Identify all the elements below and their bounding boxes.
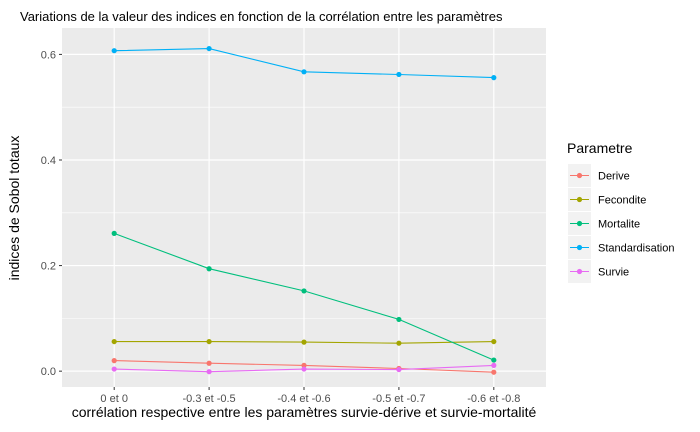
data-point — [111, 338, 117, 345]
data-point — [491, 369, 497, 375]
y-tick-label: 0.2 — [41, 261, 56, 273]
data-point — [206, 338, 212, 345]
series-fecondite — [111, 338, 497, 346]
legend-item-standardisation: Standardisation — [568, 236, 674, 259]
legend-item-derive: Derive — [568, 164, 630, 187]
data-point — [396, 316, 402, 323]
legend-item-survie: Survie — [568, 260, 629, 283]
series-standardisation — [111, 45, 497, 81]
x-tick-label: 0 et 0 — [100, 393, 128, 405]
x-axis-ticks: 0 et 0 -0.3 et -0.5 -0.4 et -0.6 -0.5 et -0… — [100, 387, 520, 405]
x-tick-label: -0.5 et -0.7 — [372, 393, 425, 405]
legend-title: Parametre — [567, 140, 633, 156]
legend-items: Derive Fecondite Mortalite Standardisation S… — [568, 164, 674, 283]
data-point — [396, 71, 402, 78]
legend-label: Fecondite — [598, 195, 646, 207]
data-point — [301, 288, 307, 294]
x-tick-label: -0.6 et -0.8 — [467, 393, 520, 405]
series-derive — [111, 358, 497, 375]
series-survie — [111, 362, 497, 375]
legend-label: Standardisation — [598, 243, 674, 255]
legend-item-mortalite: Mortalite — [568, 212, 640, 235]
legend-label: Mortalite — [598, 219, 640, 231]
x-axis-title: corrélation respective entre les paramèt… — [72, 404, 537, 420]
data-point — [206, 266, 212, 272]
legend: Parametre Derive Fecondite Mortalite Standa… — [567, 140, 674, 283]
legend-key-point — [576, 220, 583, 227]
data-point — [301, 362, 307, 368]
data-point — [111, 48, 117, 54]
data-point — [491, 362, 497, 368]
legend-key-point — [576, 196, 583, 203]
data-point — [396, 340, 402, 346]
data-point — [301, 69, 307, 75]
data-point — [206, 369, 212, 375]
data-point — [491, 75, 497, 81]
data-point — [206, 360, 212, 366]
data-point — [206, 45, 212, 52]
y-tick-label: 0.6 — [41, 49, 56, 61]
y-axis-title: indices de Sobol totaux — [6, 136, 22, 281]
y-tick-label: 0.4 — [41, 155, 56, 167]
x-tick-label: -0.4 et -0.6 — [277, 393, 330, 405]
data-point — [491, 357, 497, 363]
data-point — [111, 366, 117, 372]
series-layer — [111, 45, 497, 375]
data-point — [301, 366, 307, 372]
legend-label: Survie — [598, 267, 629, 279]
data-point — [491, 338, 497, 345]
series-mortalite — [111, 230, 497, 363]
data-point — [396, 366, 402, 373]
legend-key-point — [576, 172, 583, 179]
grid-major — [62, 28, 546, 387]
legend-key-point — [576, 244, 583, 251]
legend-label: Derive — [598, 171, 630, 183]
legend-key-point — [576, 268, 583, 275]
data-point — [111, 358, 117, 364]
x-tick-label: -0.3 et -0.5 — [182, 393, 235, 405]
data-point — [111, 230, 117, 236]
data-point — [301, 339, 307, 345]
chart-title: Variations de la valeur des indices en f… — [20, 9, 503, 24]
legend-item-fecondite: Fecondite — [568, 188, 646, 211]
y-tick-label: 0.0 — [41, 366, 56, 378]
y-axis-ticks: 0.0 0.2 0.4 0.6 — [41, 49, 62, 378]
